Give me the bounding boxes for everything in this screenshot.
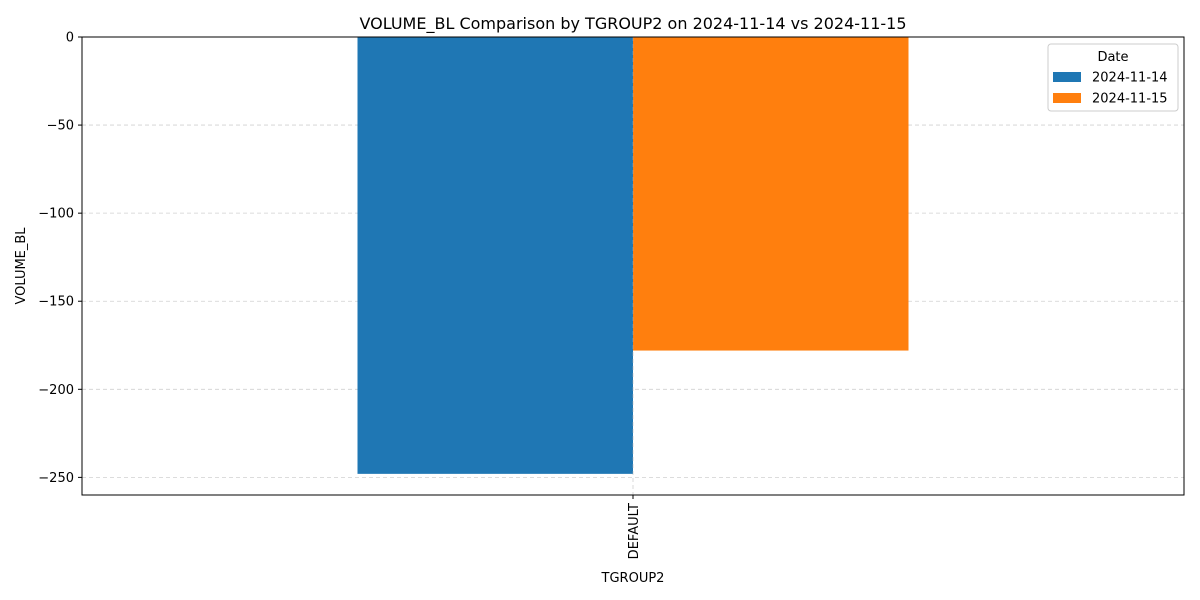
x-tick-label: DEFAULT: [627, 503, 642, 559]
legend-items: 2024-11-14 2024-11-15: [1053, 71, 1168, 107]
x-axis-label: TGROUP2: [601, 571, 665, 586]
bar-2024-11-15: [633, 37, 909, 351]
y-tick-label: −150: [38, 295, 74, 310]
x-axis: DEFAULT: [627, 495, 642, 559]
bars: [357, 37, 909, 495]
y-axis: 0 −50 −100 −150 −200 −250: [38, 31, 82, 486]
y-tick-label: −50: [47, 119, 74, 134]
legend-title: Date: [1097, 50, 1128, 65]
y-tick-label: 0: [66, 31, 74, 46]
y-axis-label: VOLUME_BL: [14, 227, 29, 305]
legend-swatch: [1053, 72, 1081, 82]
chart-title: VOLUME_BL Comparison by TGROUP2 on 2024-…: [359, 14, 906, 34]
legend-swatch: [1053, 93, 1081, 103]
y-tick-label: −200: [38, 383, 74, 398]
legend-label: 2024-11-14: [1092, 71, 1168, 86]
bar-2024-11-14: [357, 37, 633, 474]
legend: Date 2024-11-14 2024-11-15: [1047, 43, 1179, 112]
legend-label: 2024-11-15: [1092, 92, 1168, 107]
y-tick-label: −100: [38, 207, 74, 222]
y-tick-label: −250: [38, 471, 74, 486]
